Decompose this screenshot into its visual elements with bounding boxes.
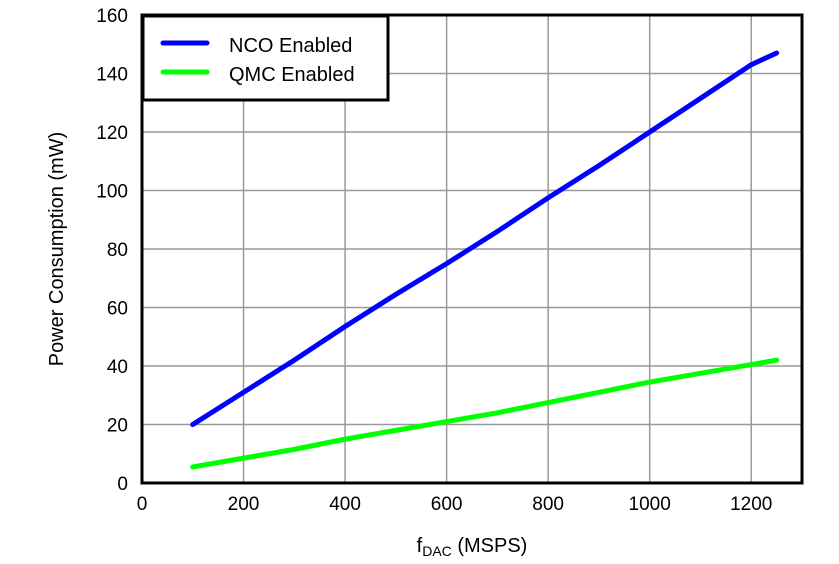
y-tick-label: 120 (96, 123, 128, 144)
tick-labels: 0 200 400 600 800 1000 1200 0 20 40 60 80 100 120 140 1… (96, 6, 772, 515)
x-tick-label: 600 (431, 494, 463, 515)
y-axis-label: Power Consumption (mW) (46, 132, 68, 367)
legend: NCO Enabled QMC Enabled (141, 14, 390, 102)
x-axis-label-f: f (417, 535, 423, 557)
y-tick-label: 0 (117, 474, 128, 495)
y-tick-label: 160 (96, 6, 128, 27)
x-axis-label: fDAC (MSPS) (417, 535, 528, 559)
y-tick-label: 40 (107, 357, 128, 378)
x-tick-label: 0 (137, 494, 148, 515)
y-tick-label: 60 (107, 299, 128, 320)
y-tick-label: 80 (107, 240, 128, 261)
plot-frame (140, 13, 804, 485)
x-tick-label: 1000 (629, 494, 671, 515)
legend-label-nco: NCO Enabled (229, 35, 352, 57)
x-tick-label: 200 (228, 494, 260, 515)
x-tick-label: 1200 (730, 494, 772, 515)
x-tick-label: 800 (532, 494, 564, 515)
legend-label-qmc: QMC Enabled (229, 64, 355, 86)
y-tick-label: 20 (107, 416, 128, 437)
x-axis-label-sub: DAC (422, 543, 452, 559)
series-line-nco (190, 50, 780, 427)
x-axis-label-unit: (MSPS) (452, 535, 528, 557)
grid (141, 14, 802, 484)
x-tick-label: 400 (329, 494, 361, 515)
y-tick-label: 140 (96, 65, 128, 86)
legend-box (141, 14, 390, 102)
y-tick-label: 100 (96, 182, 128, 203)
series-lines (190, 50, 780, 470)
series-line-qmc (190, 357, 780, 470)
